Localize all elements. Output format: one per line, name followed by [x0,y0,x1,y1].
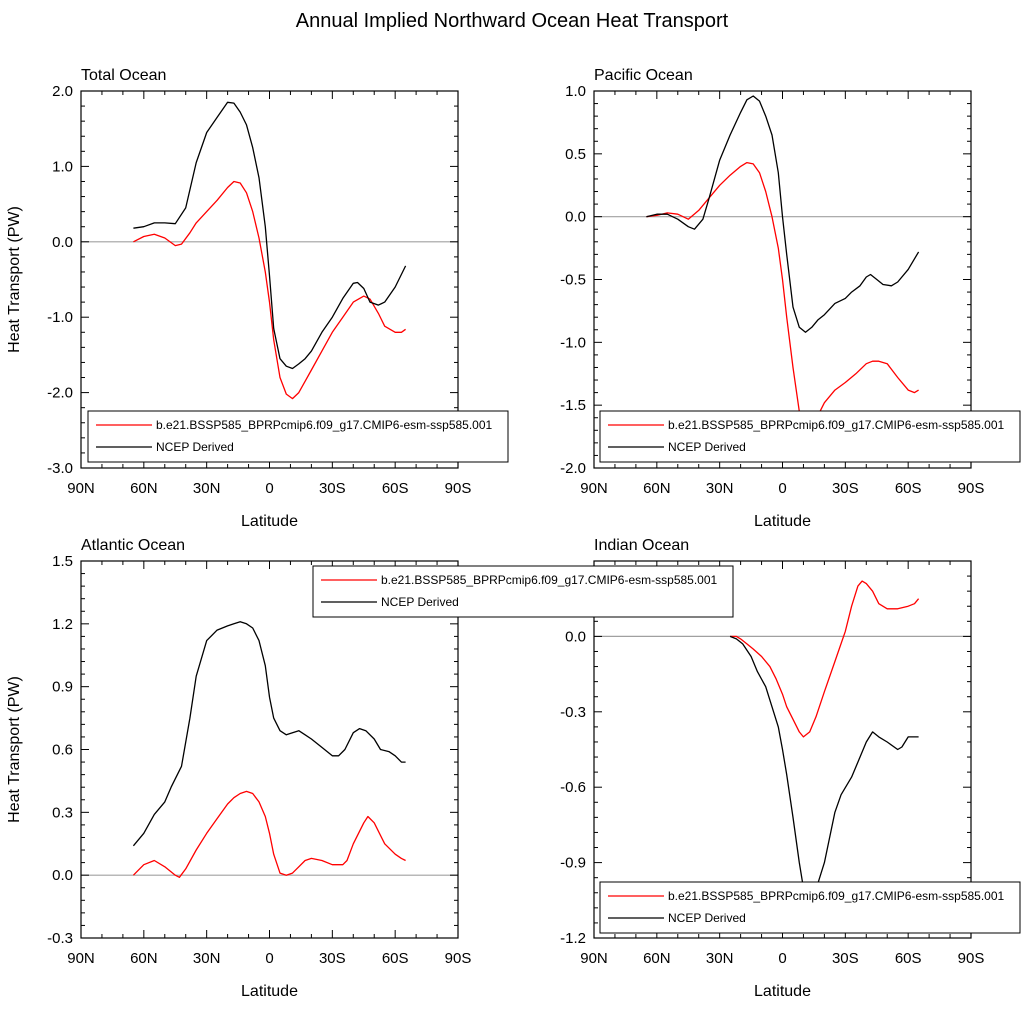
legend-entry-label: b.e21.BSSP585_BPRPcmip6.f09_g17.CMIP6-es… [381,573,718,587]
y-tick-label: -0.3 [560,704,586,721]
x-tick-label: 90N [67,950,95,967]
legend-3: b.e21.BSSP585_BPRPcmip6.f09_g17.CMIP6-es… [599,881,1021,934]
x-tick-label: 60S [895,480,922,497]
y-tick-label: 1.0 [565,83,586,100]
panel-title: Total Ocean [81,67,166,84]
y-tick-label: 0.0 [52,867,73,884]
ncep-series-line [133,101,407,370]
legend-0: b.e21.BSSP585_BPRPcmip6.f09_g17.CMIP6-es… [87,410,509,463]
model-series-line [132,790,406,878]
y-tick-label: 0.0 [565,209,586,226]
y-tick-label: -0.6 [560,779,586,796]
x-tick-label: 30N [193,480,221,497]
x-tick-label: 60N [130,480,158,497]
y-tick-label: 1.0 [52,158,73,175]
x-tick-label: 60N [130,950,158,967]
x-tick-label: 30S [319,480,346,497]
legend-box [87,410,509,463]
x-tick-label: 90N [67,480,95,497]
y-tick-label: 0.0 [52,234,73,251]
x-tick-label: 90S [445,480,472,497]
x-tick-label: 60S [382,950,409,967]
x-tick-label: 60S [382,480,409,497]
x-tick-label: 60S [895,950,922,967]
x-tick-label: 60N [643,950,671,967]
x-tick-label: 30S [832,480,859,497]
legend-entry-label: b.e21.BSSP585_BPRPcmip6.f09_g17.CMIP6-es… [156,418,493,432]
y-tick-label: -0.3 [47,930,73,947]
y-tick-label: -1.2 [560,930,586,947]
y-tick-label: -3.0 [47,460,73,477]
x-tick-label: 0 [778,480,786,497]
x-tick-label: 30S [319,950,346,967]
x-tick-label: 30N [193,950,221,967]
x-tick-label: 30N [706,480,734,497]
x-axis-label: Latitude [241,983,298,1000]
legend-box [599,410,1021,463]
legend-entry-label: NCEP Derived [156,440,234,454]
y-axis-label: Heat Transport (PW) [6,676,23,823]
y-tick-label: 0.9 [52,679,73,696]
figure-title: Annual Implied Northward Ocean Heat Tran… [296,10,729,32]
panel-title: Indian Ocean [594,537,689,554]
y-tick-label: 0.0 [565,628,586,645]
legend-entry-label: NCEP Derived [668,440,746,454]
model-series-line [730,580,920,738]
legend-entry-label: NCEP Derived [668,911,746,925]
x-axis-label: Latitude [754,513,811,530]
panel-title: Atlantic Ocean [81,537,185,554]
ncep-series-line [646,95,920,333]
x-axis-label: Latitude [754,983,811,1000]
x-tick-label: 90S [445,950,472,967]
y-tick-label: -2.0 [560,460,586,477]
plot-frame [80,560,459,939]
panel-3: Indian Ocean 90N 60N 30N 0 30S 60S 90S -1.2 -0.9 -… [560,537,984,1000]
y-axis-label: Heat Transport (PW) [6,206,23,353]
legend-box [312,565,734,618]
x-tick-label: 0 [265,950,273,967]
y-tick-label: 0.3 [52,804,73,821]
x-tick-label: 30S [832,950,859,967]
y-tick-label: -1.0 [47,309,73,326]
x-tick-label: 90S [958,480,985,497]
y-tick-label: 0.6 [52,742,73,759]
y-tick-label: 1.5 [52,553,73,570]
ncep-series-line [729,635,919,901]
y-tick-label: -1.0 [560,334,586,351]
legend-2: b.e21.BSSP585_BPRPcmip6.f09_g17.CMIP6-es… [312,565,734,618]
x-tick-label: 0 [778,950,786,967]
ncep-series-line [132,621,406,847]
x-tick-label: 0 [265,480,273,497]
y-tick-label: -2.0 [47,385,73,402]
panel-0: Total Ocean 90N 60N 30N 0 30S 60S 90S -3.0 -2.0 -1… [6,67,471,530]
legend-entry-label: b.e21.BSSP585_BPRPcmip6.f09_g17.CMIP6-es… [668,418,1005,432]
x-tick-label: 90S [958,950,985,967]
x-tick-label: 90N [580,480,608,497]
panel-title: Pacific Ocean [594,67,693,84]
legend-entry-label: b.e21.BSSP585_BPRPcmip6.f09_g17.CMIP6-es… [668,889,1005,903]
panel-2: Atlantic Ocean 90N 60N 30N 0 30S 60S 90S -0.3 0.0… [6,537,471,1000]
y-tick-label: -0.5 [560,272,586,289]
x-axis-label: Latitude [241,513,298,530]
x-tick-label: 30N [706,950,734,967]
legend-entry-label: NCEP Derived [381,595,459,609]
y-tick-label: 0.5 [565,146,586,163]
model-series-line [133,180,406,400]
y-tick-label: -0.9 [560,855,586,872]
x-tick-label: 90N [580,950,608,967]
y-tick-label: -1.5 [560,397,586,414]
model-series-line [646,161,919,429]
y-tick-label: 2.0 [52,83,73,100]
legend-box [599,881,1021,934]
legend-1: b.e21.BSSP585_BPRPcmip6.f09_g17.CMIP6-es… [599,410,1021,463]
y-tick-label: 1.2 [52,616,73,633]
x-tick-label: 60N [643,480,671,497]
